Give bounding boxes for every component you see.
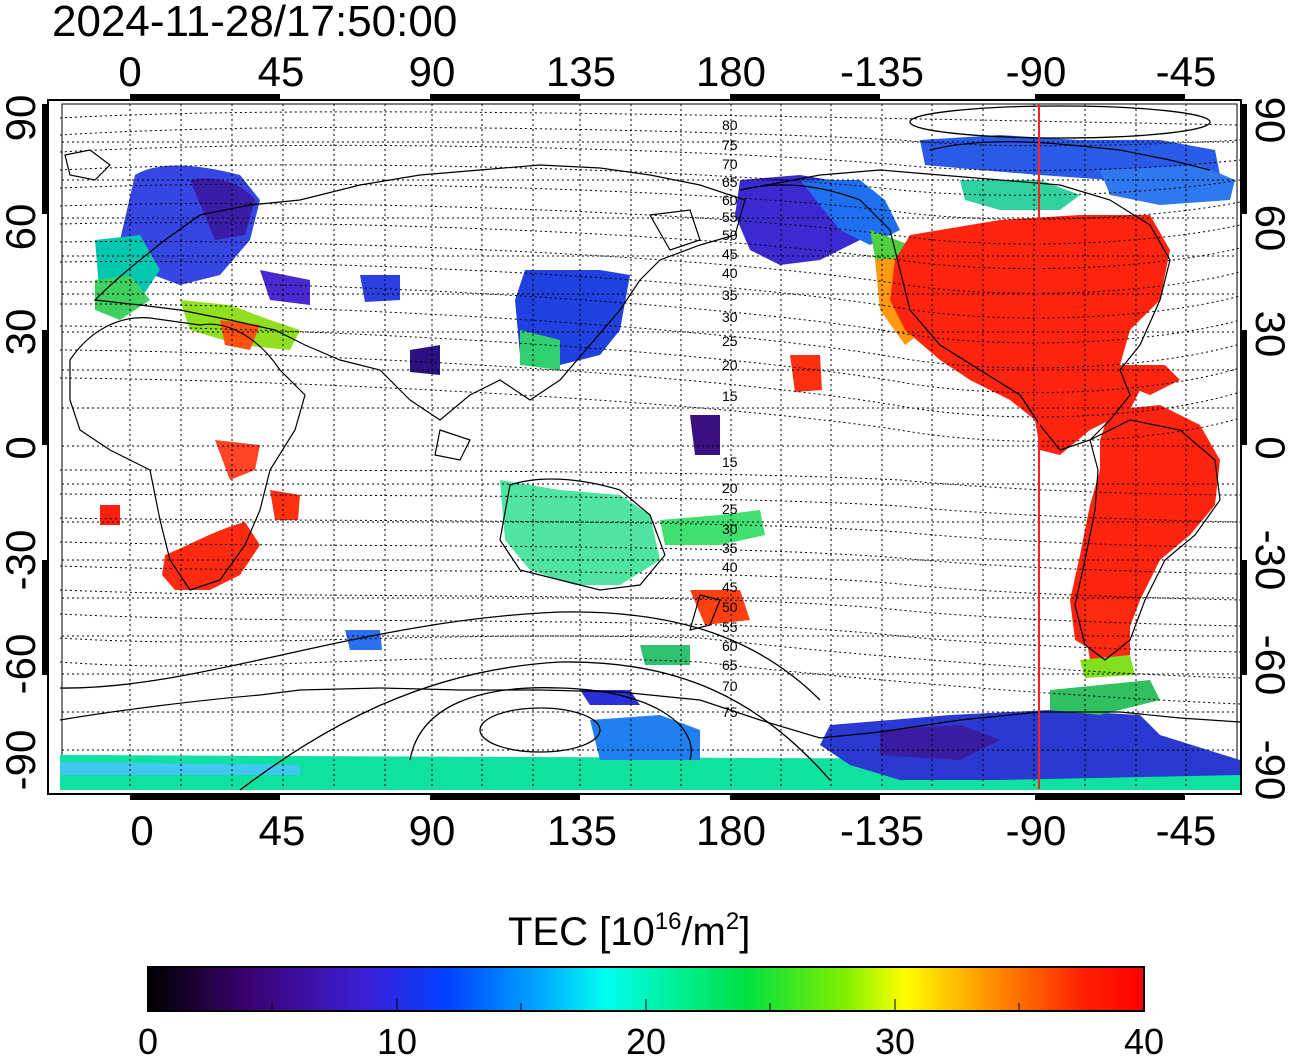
colorbar-tick-label: 30 (875, 1021, 915, 1057)
left-lat-tick: -60 (0, 634, 44, 695)
maglat-label-south: 55 (722, 619, 738, 635)
frame-tick-bars (42, 94, 1247, 800)
maglat-label-north: 80 (722, 117, 738, 133)
maglat-label-north: 25 (722, 333, 738, 349)
maglat-label-north: 20 (722, 357, 738, 373)
top-lon-tick: 0 (118, 48, 141, 95)
maglat-label-south: 35 (722, 540, 738, 556)
maglat-label-south: 40 (722, 559, 738, 575)
maglat-label-south: 65 (722, 657, 738, 673)
bottom-lon-tick: 90 (409, 807, 456, 854)
timestamp: 2024-11-28/17:50:00 (52, 0, 458, 46)
right-lat-tick: 30 (1247, 311, 1294, 358)
colorbar-tick-label: 40 (1124, 1021, 1164, 1057)
maglat-label-north: 15 (722, 388, 738, 404)
bottom-lon-tick: 0 (130, 807, 153, 854)
maglat-label-south: 75 (722, 704, 738, 720)
magnetic-latitude-contours (59, 111, 1241, 705)
left-lat-tick: 90 (0, 95, 44, 142)
bottom-lon-tick: -90 (1006, 807, 1067, 854)
top-lon-tick: 135 (546, 48, 616, 95)
left-lat-tick: -30 (0, 530, 44, 591)
maglat-label-north: 35 (722, 287, 738, 303)
bottom-lon-tick: -45 (1156, 807, 1217, 854)
right-lat-tick: -60 (1247, 635, 1294, 696)
bottom-lon-tick: 45 (259, 807, 306, 854)
maglat-label-south: 15 (722, 454, 738, 470)
maglat-label-north: 75 (722, 137, 738, 153)
colorbar-ticks (271, 999, 1020, 1011)
top-lon-tick: -90 (1006, 48, 1067, 95)
left-lat-tick: 30 (0, 309, 44, 356)
maglat-label-south: 45 (722, 579, 738, 595)
left-lat-tick: -90 (0, 730, 44, 791)
maglat-label-north: 40 (722, 265, 738, 281)
colorbar-tick-label: 0 (138, 1021, 158, 1057)
lat-lon-grid (62, 104, 1237, 789)
top-lon-tick: 90 (409, 48, 456, 95)
colorbar-tick-label: 10 (377, 1021, 417, 1057)
maglat-label-north: 45 (722, 246, 738, 262)
left-lat-tick: 60 (0, 204, 44, 251)
maglat-label-south: 50 (722, 599, 738, 615)
maglat-label-north: 70 (722, 156, 738, 172)
maglat-label-south: 20 (722, 480, 738, 496)
right-lat-tick: -90 (1247, 740, 1294, 801)
maglat-label-south: 60 (722, 638, 738, 654)
bottom-lon-tick: 135 (547, 807, 617, 854)
colorbar-tick-label: 20 (626, 1021, 666, 1057)
colorbar-title: TEC [1016/m2] (508, 908, 750, 954)
top-lon-tick: 45 (258, 48, 305, 95)
maglat-label-north: 65 (722, 174, 738, 190)
maglat-label-north: 30 (722, 309, 738, 325)
maglat-label-north: 55 (722, 209, 738, 225)
right-lat-tick: 0 (1247, 436, 1294, 459)
right-lat-tick: -30 (1247, 530, 1294, 591)
maglat-label-north: 60 (722, 192, 738, 208)
top-lon-tick: -45 (1156, 48, 1217, 95)
maglat-label-south: 30 (722, 521, 738, 537)
maglat-label-south: 25 (722, 501, 738, 517)
top-lon-tick: 180 (696, 48, 766, 95)
maglat-label-north: 50 (722, 227, 738, 243)
right-lat-tick: 60 (1247, 205, 1294, 252)
right-lat-tick: 90 (1247, 97, 1294, 144)
bottom-lon-tick: -135 (840, 807, 924, 854)
bottom-lon-tick: 180 (696, 807, 766, 854)
left-lat-tick: 0 (0, 436, 44, 459)
top-lon-tick: -135 (840, 48, 924, 95)
maglat-label-south: 70 (722, 678, 738, 694)
